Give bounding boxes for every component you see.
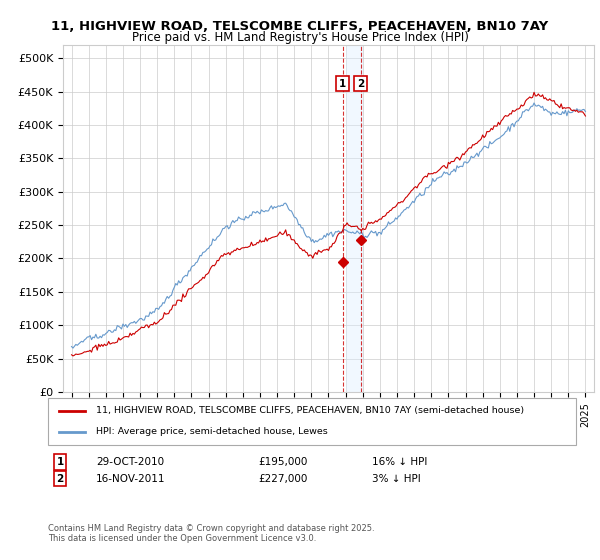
Text: 11, HIGHVIEW ROAD, TELSCOMBE CLIFFS, PEACEHAVEN, BN10 7AY: 11, HIGHVIEW ROAD, TELSCOMBE CLIFFS, PEA… xyxy=(52,20,548,32)
Bar xyxy=(346,45,363,392)
Text: £195,000: £195,000 xyxy=(258,457,307,467)
Text: 2: 2 xyxy=(56,474,64,484)
Text: Contains HM Land Registry data © Crown copyright and database right 2025.
This d: Contains HM Land Registry data © Crown c… xyxy=(48,524,374,543)
Text: 29-OCT-2010: 29-OCT-2010 xyxy=(96,457,164,467)
Text: 1: 1 xyxy=(339,78,346,88)
Text: 3% ↓ HPI: 3% ↓ HPI xyxy=(372,474,421,484)
Text: 1: 1 xyxy=(56,457,64,467)
Text: 16-NOV-2011: 16-NOV-2011 xyxy=(96,474,166,484)
Text: HPI: Average price, semi-detached house, Lewes: HPI: Average price, semi-detached house,… xyxy=(95,427,327,436)
Text: Price paid vs. HM Land Registry's House Price Index (HPI): Price paid vs. HM Land Registry's House … xyxy=(131,31,469,44)
Text: 16% ↓ HPI: 16% ↓ HPI xyxy=(372,457,427,467)
Text: 2: 2 xyxy=(357,78,364,88)
Text: £227,000: £227,000 xyxy=(258,474,307,484)
Text: 11, HIGHVIEW ROAD, TELSCOMBE CLIFFS, PEACEHAVEN, BN10 7AY (semi-detached house): 11, HIGHVIEW ROAD, TELSCOMBE CLIFFS, PEA… xyxy=(95,407,524,416)
